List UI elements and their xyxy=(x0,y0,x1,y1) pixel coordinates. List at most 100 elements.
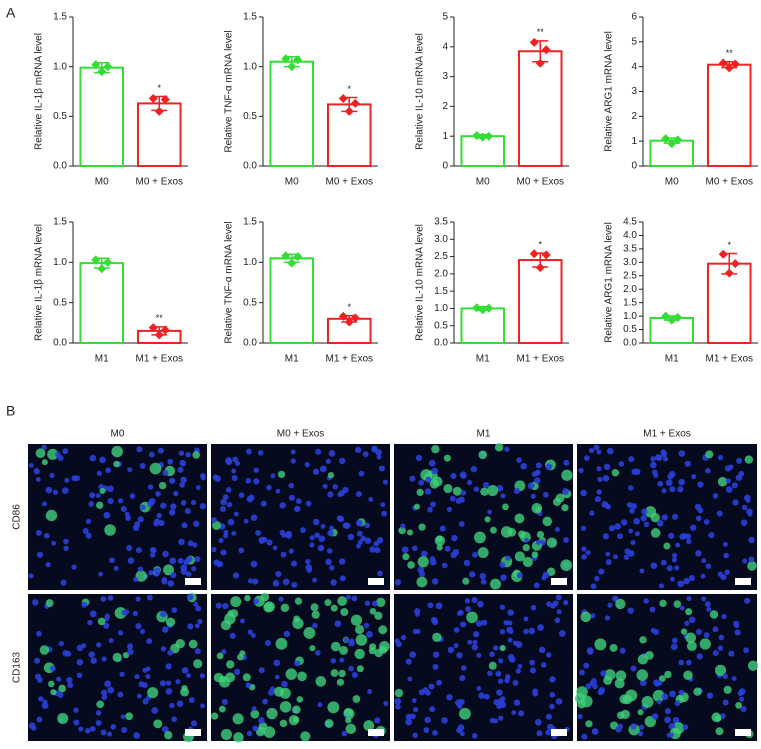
cell xyxy=(620,709,630,719)
cell xyxy=(536,730,543,737)
cell xyxy=(637,654,649,665)
cell xyxy=(96,470,102,476)
data-point xyxy=(661,134,671,144)
cell xyxy=(688,616,696,624)
cell xyxy=(639,568,645,574)
cell xyxy=(434,535,446,546)
cell xyxy=(523,628,529,635)
cell xyxy=(626,502,633,508)
cell xyxy=(699,638,711,650)
cell xyxy=(678,659,685,666)
cell xyxy=(42,699,48,705)
cell xyxy=(304,461,310,468)
cell xyxy=(590,613,596,619)
cell xyxy=(630,665,637,672)
cell xyxy=(712,493,719,499)
cell xyxy=(488,661,497,670)
cell xyxy=(374,547,381,554)
cell xyxy=(718,634,725,641)
cell xyxy=(459,471,467,479)
cell xyxy=(132,610,138,617)
cell xyxy=(717,476,728,487)
cell xyxy=(671,637,678,644)
cell xyxy=(643,598,649,604)
column-label: M0 + Exos xyxy=(277,429,325,440)
cell xyxy=(512,640,518,646)
y-tick-label: 0.0 xyxy=(243,338,257,349)
cell xyxy=(531,551,539,559)
cell xyxy=(735,474,743,481)
cell xyxy=(90,657,97,664)
row-label: CD163 xyxy=(12,652,23,684)
cell xyxy=(164,731,173,740)
cell xyxy=(671,557,678,563)
cell xyxy=(263,726,276,738)
significance: ** xyxy=(156,313,164,323)
cell xyxy=(400,634,407,641)
cell xyxy=(489,717,496,724)
cell xyxy=(347,533,355,541)
cell xyxy=(250,633,256,638)
cell xyxy=(273,659,281,667)
cell xyxy=(319,465,327,473)
cell xyxy=(665,479,673,487)
cell xyxy=(171,716,178,723)
cell xyxy=(280,551,287,558)
cell xyxy=(272,579,280,587)
cell xyxy=(587,648,594,655)
cell xyxy=(135,623,142,630)
cell xyxy=(708,531,715,539)
cell xyxy=(292,716,300,723)
cell xyxy=(183,559,190,566)
cell xyxy=(217,561,224,567)
cell xyxy=(251,706,257,712)
cell xyxy=(549,703,555,710)
cell xyxy=(578,467,584,474)
cell xyxy=(360,535,366,542)
cell xyxy=(602,533,609,540)
cell xyxy=(534,470,541,476)
cell xyxy=(275,488,281,494)
cell xyxy=(639,636,647,644)
cell xyxy=(489,578,502,590)
cell xyxy=(36,551,44,558)
data-point xyxy=(103,257,113,267)
cell xyxy=(691,474,697,480)
cell xyxy=(747,560,757,571)
cell xyxy=(45,599,54,608)
cell xyxy=(315,676,327,687)
cell xyxy=(711,712,722,723)
cell xyxy=(516,457,522,464)
cell xyxy=(517,663,523,669)
cell xyxy=(459,707,471,720)
cell xyxy=(669,690,676,698)
cell xyxy=(245,682,252,688)
cell xyxy=(150,547,156,553)
cell xyxy=(315,448,322,455)
cell xyxy=(703,519,710,525)
x-tick-label: M0 xyxy=(665,177,679,188)
cell xyxy=(464,598,471,604)
cell xyxy=(725,478,732,484)
cell xyxy=(105,467,112,474)
cell xyxy=(262,698,268,705)
cell xyxy=(170,503,177,510)
cell xyxy=(232,456,239,463)
cell xyxy=(614,523,622,530)
cell xyxy=(171,607,178,613)
cell xyxy=(134,674,140,680)
cell xyxy=(451,534,458,542)
cell xyxy=(740,519,748,526)
y-tick-label: 4 xyxy=(631,61,637,72)
cell xyxy=(547,723,554,731)
data-point xyxy=(718,58,728,68)
cell xyxy=(497,678,504,684)
cell xyxy=(218,705,226,713)
cell xyxy=(637,709,644,716)
cell xyxy=(555,493,565,503)
cell xyxy=(416,576,428,588)
cell xyxy=(617,723,624,729)
cell xyxy=(663,542,671,550)
cell xyxy=(649,461,657,469)
cell xyxy=(330,641,341,652)
